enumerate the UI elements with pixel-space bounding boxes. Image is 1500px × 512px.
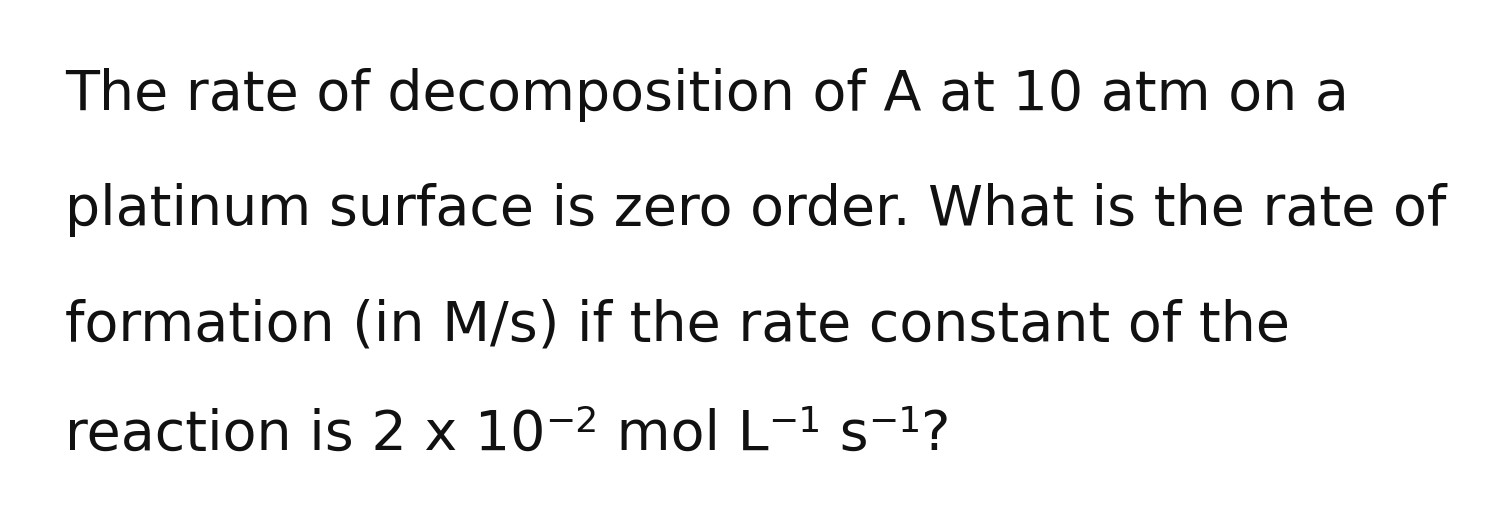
Text: mol L: mol L bbox=[598, 408, 768, 462]
Text: The rate of decomposition of A at 10 atm on a: The rate of decomposition of A at 10 atm… bbox=[64, 68, 1348, 122]
Text: s: s bbox=[822, 408, 868, 462]
Text: ?: ? bbox=[921, 408, 951, 462]
Text: −1: −1 bbox=[868, 405, 921, 439]
Text: platinum surface is zero order. What is the rate of: platinum surface is zero order. What is … bbox=[64, 183, 1446, 237]
Text: reaction is 2 x 10: reaction is 2 x 10 bbox=[64, 408, 546, 462]
Text: formation (in M/s) if the rate constant of the: formation (in M/s) if the rate constant … bbox=[64, 298, 1290, 352]
Text: −1: −1 bbox=[768, 405, 822, 439]
Text: −2: −2 bbox=[546, 405, 598, 439]
